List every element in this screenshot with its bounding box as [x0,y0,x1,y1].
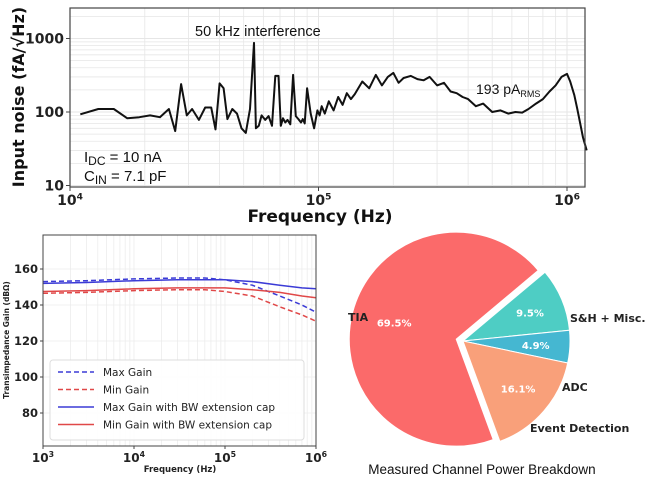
legend-label: Min Gain [103,385,149,397]
pie-category-label: Event Detection [530,422,629,435]
cin-annotation: CIN = 7.1 pF [84,168,166,187]
gain-y-tick-label: 80 [22,406,38,420]
noise-x-label: Frequency (Hz) [247,207,392,227]
noise-x-ticks: 104 105 106 [57,187,580,209]
gain-x-tick-label: 106 [305,450,327,465]
gain-y-ticks: 80 100 120 140 160 [14,262,43,420]
pie-category-label: TIA [348,311,369,324]
gain-y-tick-label: 140 [14,298,38,312]
noise-plot-frame [69,7,586,188]
gain-x-label: Frequency (Hz) [144,465,217,475]
noise-y-tick-label: 10 [45,179,65,195]
rms-annotation: 193 pARMS [476,81,540,99]
legend-label: Max Gain [103,367,152,379]
pie-pct-label: 4.9% [522,341,550,352]
gain-y-label: Transimpedance Gain (dBΩ) [2,281,11,399]
interference-annotation: 50 kHz interference [195,24,321,40]
gain-plot: 103 104 105 106 80 100 120 140 160 Frequency (H… [2,234,327,475]
gain-series-min-gain [42,288,317,322]
noise-grid [70,8,585,187]
gain-x-tick-label: 105 [214,450,236,465]
noise-y-ticks: 10 100 1000 [25,32,70,195]
pie-pct-label: 9.5% [516,309,544,320]
gain-legend: Max Gain Min Gain Max Gain with BW extensi… [49,359,305,441]
pie-category-label: S&H + Misc. [570,312,646,325]
gain-y-tick-label: 160 [14,262,38,276]
gain-x-ticks: 103 104 105 106 [32,446,327,465]
noise-y-label: Input noise (fA/√Hz) [9,7,28,187]
pie-title: Measured Channel Power Breakdown [368,462,595,477]
pie-category-label: ADC [562,381,588,394]
noise-y-tick-label: 1000 [25,32,64,48]
legend-box [49,359,305,441]
noise-x-tick-label: 105 [306,192,332,209]
idc-annotation: IDC = 10 nA [84,149,162,168]
gain-series-max-gain [42,277,317,313]
pie-pct-label: 16.1% [501,385,536,396]
pie-chart: 69.5% TIA 9.5% Event Detection 4.9% ADC 16.1% S… [348,231,646,447]
gain-series-min-gain-with-bw-extension-cap [42,287,317,299]
pie-pct-label: 69.5% [377,319,412,330]
gain-x-tick-label: 103 [32,450,54,465]
noise-x-tick-label: 106 [554,192,580,209]
noise-series-line [80,41,588,151]
noise-plot: 104 105 106 10 100 1000 Frequency (Hz) Input… [9,7,588,227]
noise-y-tick-label: 100 [35,105,64,121]
pie-slice-tia [348,231,539,447]
gain-y-tick-label: 100 [14,370,38,384]
noise-plot-area [70,8,585,187]
pie-slice-s-h-misc- [462,340,569,443]
gain-series-lines [42,277,317,322]
noise-x-tick-label: 104 [57,192,83,209]
legend-label: Min Gain with BW extension cap [103,420,272,432]
gain-x-tick-label: 104 [123,450,146,465]
legend-label: Max Gain with BW extension cap [103,402,275,414]
gain-y-tick-label: 120 [14,334,38,348]
gain-series-max-gain-with-bw-extension-cap [42,279,317,290]
